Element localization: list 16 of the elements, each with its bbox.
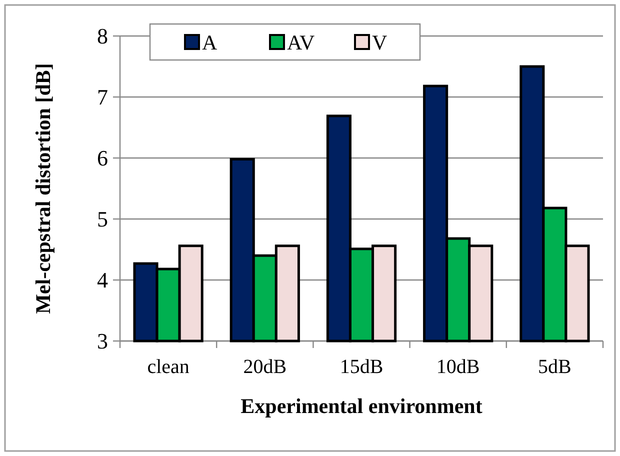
legend-label: A	[202, 30, 218, 54]
y-tick-label: 3	[97, 328, 108, 354]
y-tick-label: 6	[97, 146, 108, 171]
x-tick-label: clean	[147, 356, 190, 378]
y-axis-title: Mel-cepstral distortion [dB]	[31, 63, 55, 314]
y-tick-label: 8	[97, 24, 108, 49]
legend-label: AV	[287, 30, 315, 54]
x-tick-label: 20dB	[243, 356, 287, 378]
y-tick-label: 7	[97, 84, 108, 110]
x-tick-label: 5dB	[538, 356, 572, 378]
legend-label: V	[372, 30, 388, 54]
x-axis-title: Experimental environment	[240, 394, 482, 418]
x-tick-label: 10dB	[436, 356, 480, 378]
x-tick-label: 15dB	[340, 356, 384, 378]
y-tick-label: 5	[97, 206, 108, 232]
y-tick-label: 4	[97, 268, 108, 293]
